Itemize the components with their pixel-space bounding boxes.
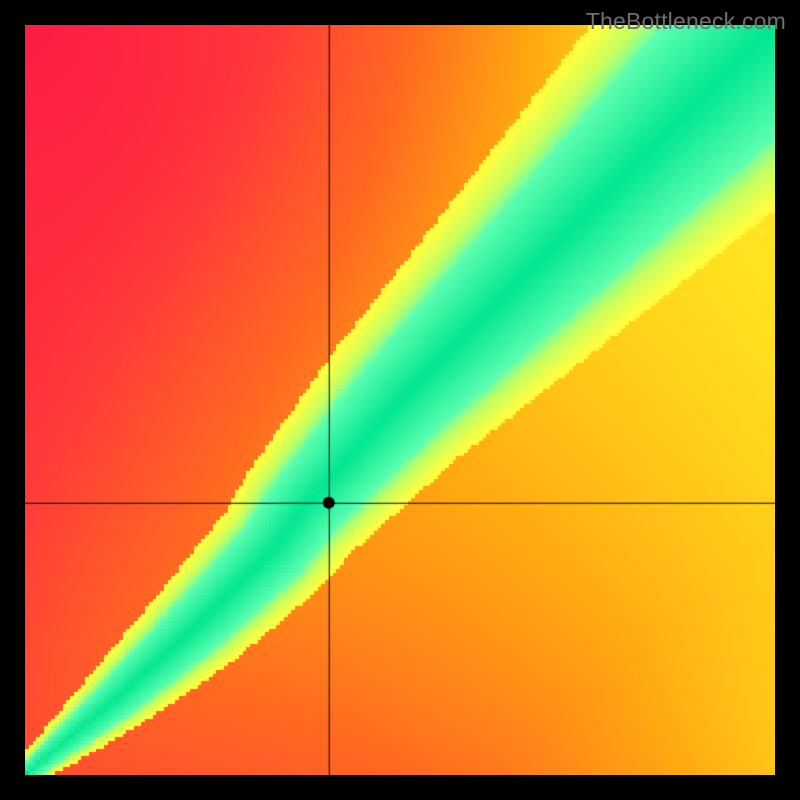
watermark-text: TheBottleneck.com	[586, 8, 786, 35]
heatmap-canvas	[25, 25, 775, 775]
plot-area	[25, 25, 775, 775]
chart-container: TheBottleneck.com	[0, 0, 800, 800]
